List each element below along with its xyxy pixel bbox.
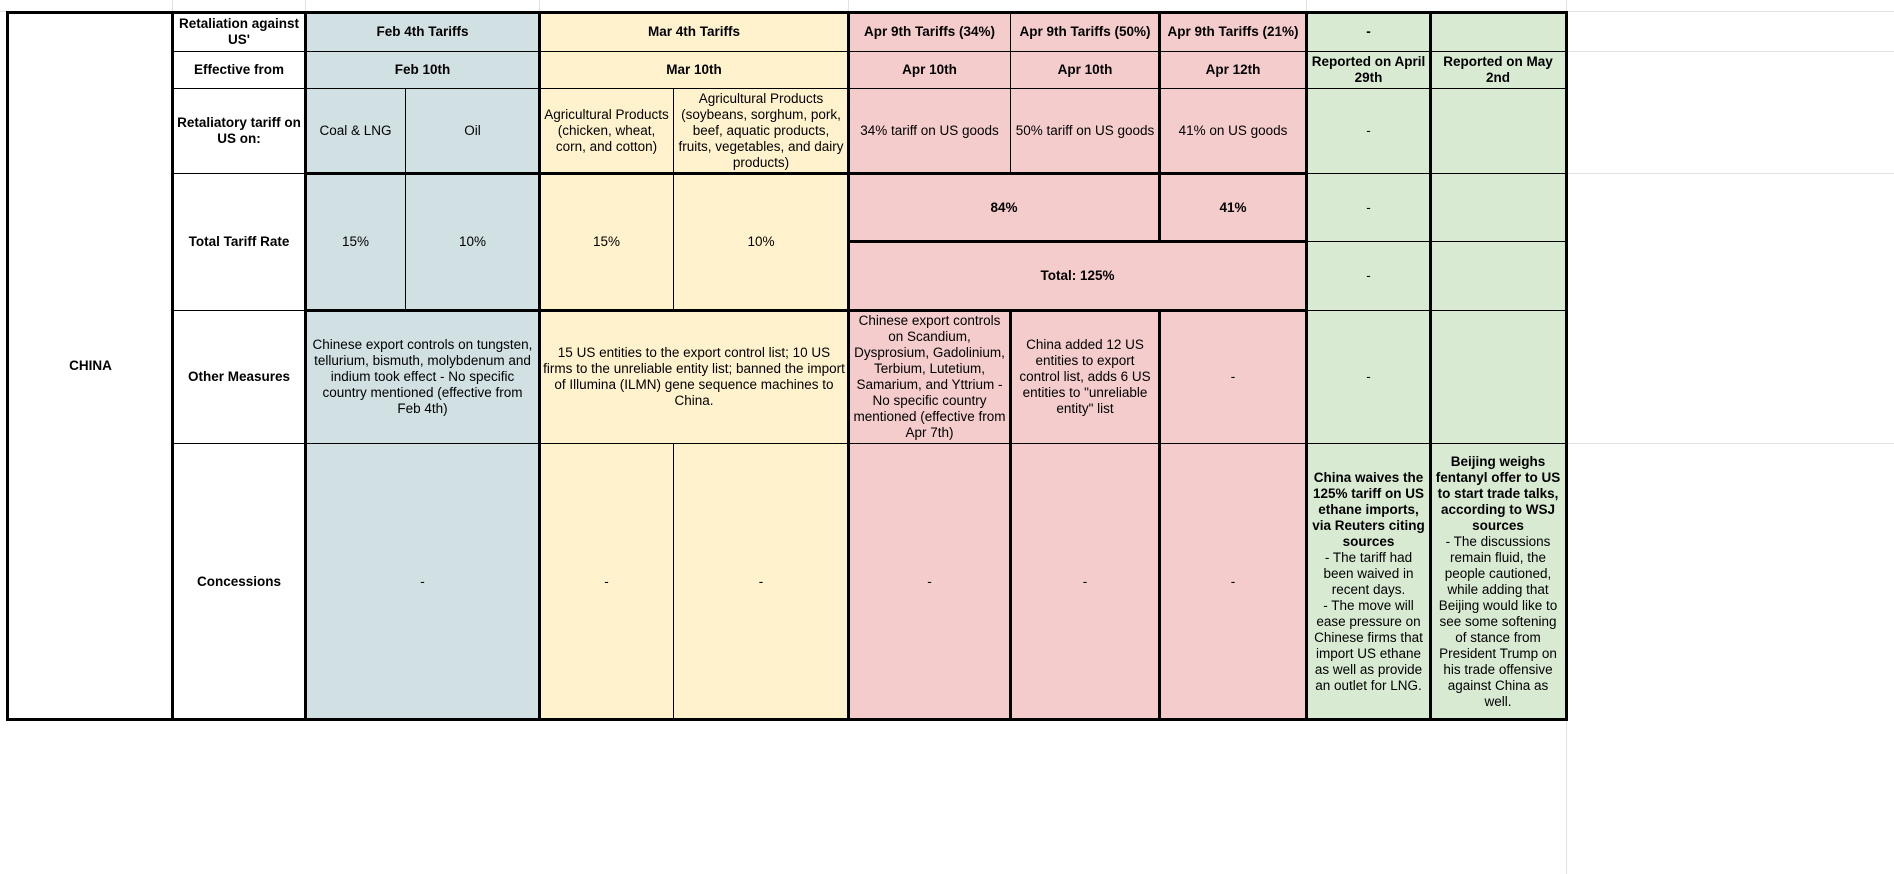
- row-label-retaliatory: Retaliatory tariff on US on:: [172, 88, 306, 174]
- apr34-effective: Apr 10th: [848, 51, 1011, 89]
- may2-title: [1430, 12, 1566, 52]
- mar-effective: Mar 10th: [539, 51, 849, 89]
- apr21-rate: 41%: [1159, 173, 1307, 242]
- feb-other: Chinese export controls on tungsten, tel…: [305, 310, 540, 444]
- may2-concession: Beijing weighs fentanyl offer to US to s…: [1430, 443, 1566, 720]
- apr29-other: -: [1306, 310, 1431, 444]
- apr29-title: -: [1306, 12, 1431, 52]
- apr29-concession-headline: China waives the 125% tariff on US ethan…: [1312, 469, 1425, 549]
- row-label-other: Other Measures: [172, 310, 306, 444]
- may2-goods: [1430, 88, 1566, 174]
- border: [1158, 11, 1161, 242]
- apr21-other: -: [1159, 310, 1307, 444]
- feb-rate-1: 15%: [305, 173, 406, 311]
- apr50-other: China added 12 US entities to export con…: [1010, 310, 1160, 444]
- apr29-effective: Reported on April 29th: [1306, 51, 1431, 89]
- row-label-effective: Effective from: [172, 51, 306, 89]
- apr29-rate: -: [1306, 173, 1431, 242]
- apr29-concession-body: - The tariff had been waived in recent d…: [1314, 549, 1423, 693]
- border: [1305, 11, 1308, 721]
- border: [1429, 11, 1432, 721]
- border: [305, 309, 1307, 312]
- mar-rate-2: 10%: [673, 173, 849, 311]
- border: [6, 11, 1568, 14]
- feb-effective: Feb 10th: [305, 51, 540, 89]
- border: [538, 11, 541, 721]
- mar-goods-2: Agricultural Products (soybeans, sorghum…: [673, 88, 849, 174]
- apr34-title: Apr 9th Tariffs (34%): [848, 12, 1011, 52]
- row-label-concessions: Concessions: [172, 443, 306, 720]
- row-label-total: Total Tariff Rate: [172, 173, 306, 311]
- may2-total: [1430, 241, 1566, 311]
- may2-concession-headline: Beijing weighs fentanyl offer to US to s…: [1435, 453, 1561, 533]
- may2-concession-body: - The discussions remain fluid, the peop…: [1438, 533, 1558, 709]
- border: [171, 11, 174, 721]
- apr21-title: Apr 9th Tariffs (21%): [1159, 12, 1307, 52]
- apr-combined-rate: 84%: [848, 173, 1160, 242]
- border: [305, 172, 1307, 175]
- feb-rate-2: 10%: [405, 173, 540, 311]
- may2-other: [1430, 310, 1566, 444]
- mar-concession-1: -: [539, 443, 674, 720]
- apr21-goods: 41% on US goods: [1159, 88, 1307, 174]
- apr50-effective: Apr 10th: [1010, 51, 1160, 89]
- feb-title: Feb 4th Tariffs: [305, 12, 540, 52]
- row-label-retaliation: Retaliation against US': [172, 12, 306, 52]
- mar-title: Mar 4th Tariffs: [539, 12, 849, 52]
- may2-effective: Reported on May 2nd: [1430, 51, 1566, 89]
- apr29-total: -: [1306, 241, 1431, 311]
- apr50-goods: 50% tariff on US goods: [1010, 88, 1160, 174]
- border: [848, 240, 1307, 243]
- border: [6, 718, 1568, 721]
- apr34-goods: 34% tariff on US goods: [848, 88, 1011, 174]
- border: [1009, 310, 1012, 721]
- apr29-goods: -: [1306, 88, 1431, 174]
- border: [1565, 11, 1568, 721]
- border: [304, 11, 307, 721]
- border: [1158, 310, 1161, 721]
- apr50-title: Apr 9th Tariffs (50%): [1010, 12, 1160, 52]
- apr34-concession: -: [848, 443, 1011, 720]
- apr50-concession: -: [1010, 443, 1160, 720]
- country-cell: CHINA: [8, 12, 173, 720]
- apr34-other: Chinese export controls on Scandium, Dys…: [848, 310, 1011, 444]
- feb-goods-1: Coal & LNG: [305, 88, 406, 174]
- apr29-concession: China waives the 125% tariff on US ethan…: [1306, 443, 1431, 720]
- border: [6, 11, 9, 721]
- feb-concession: -: [305, 443, 540, 720]
- may2-rate: [1430, 173, 1566, 242]
- apr21-concession: -: [1159, 443, 1307, 720]
- mar-concession-2: -: [673, 443, 849, 720]
- apr-total-rate: Total: 125%: [848, 241, 1307, 311]
- apr21-effective: Apr 12th: [1159, 51, 1307, 89]
- mar-other: 15 US entities to the export control lis…: [539, 310, 849, 444]
- mar-goods-1: Agricultural Products (chicken, wheat, c…: [539, 88, 674, 174]
- mar-rate-1: 15%: [539, 173, 674, 311]
- border: [847, 11, 850, 721]
- feb-goods-2: Oil: [405, 88, 540, 174]
